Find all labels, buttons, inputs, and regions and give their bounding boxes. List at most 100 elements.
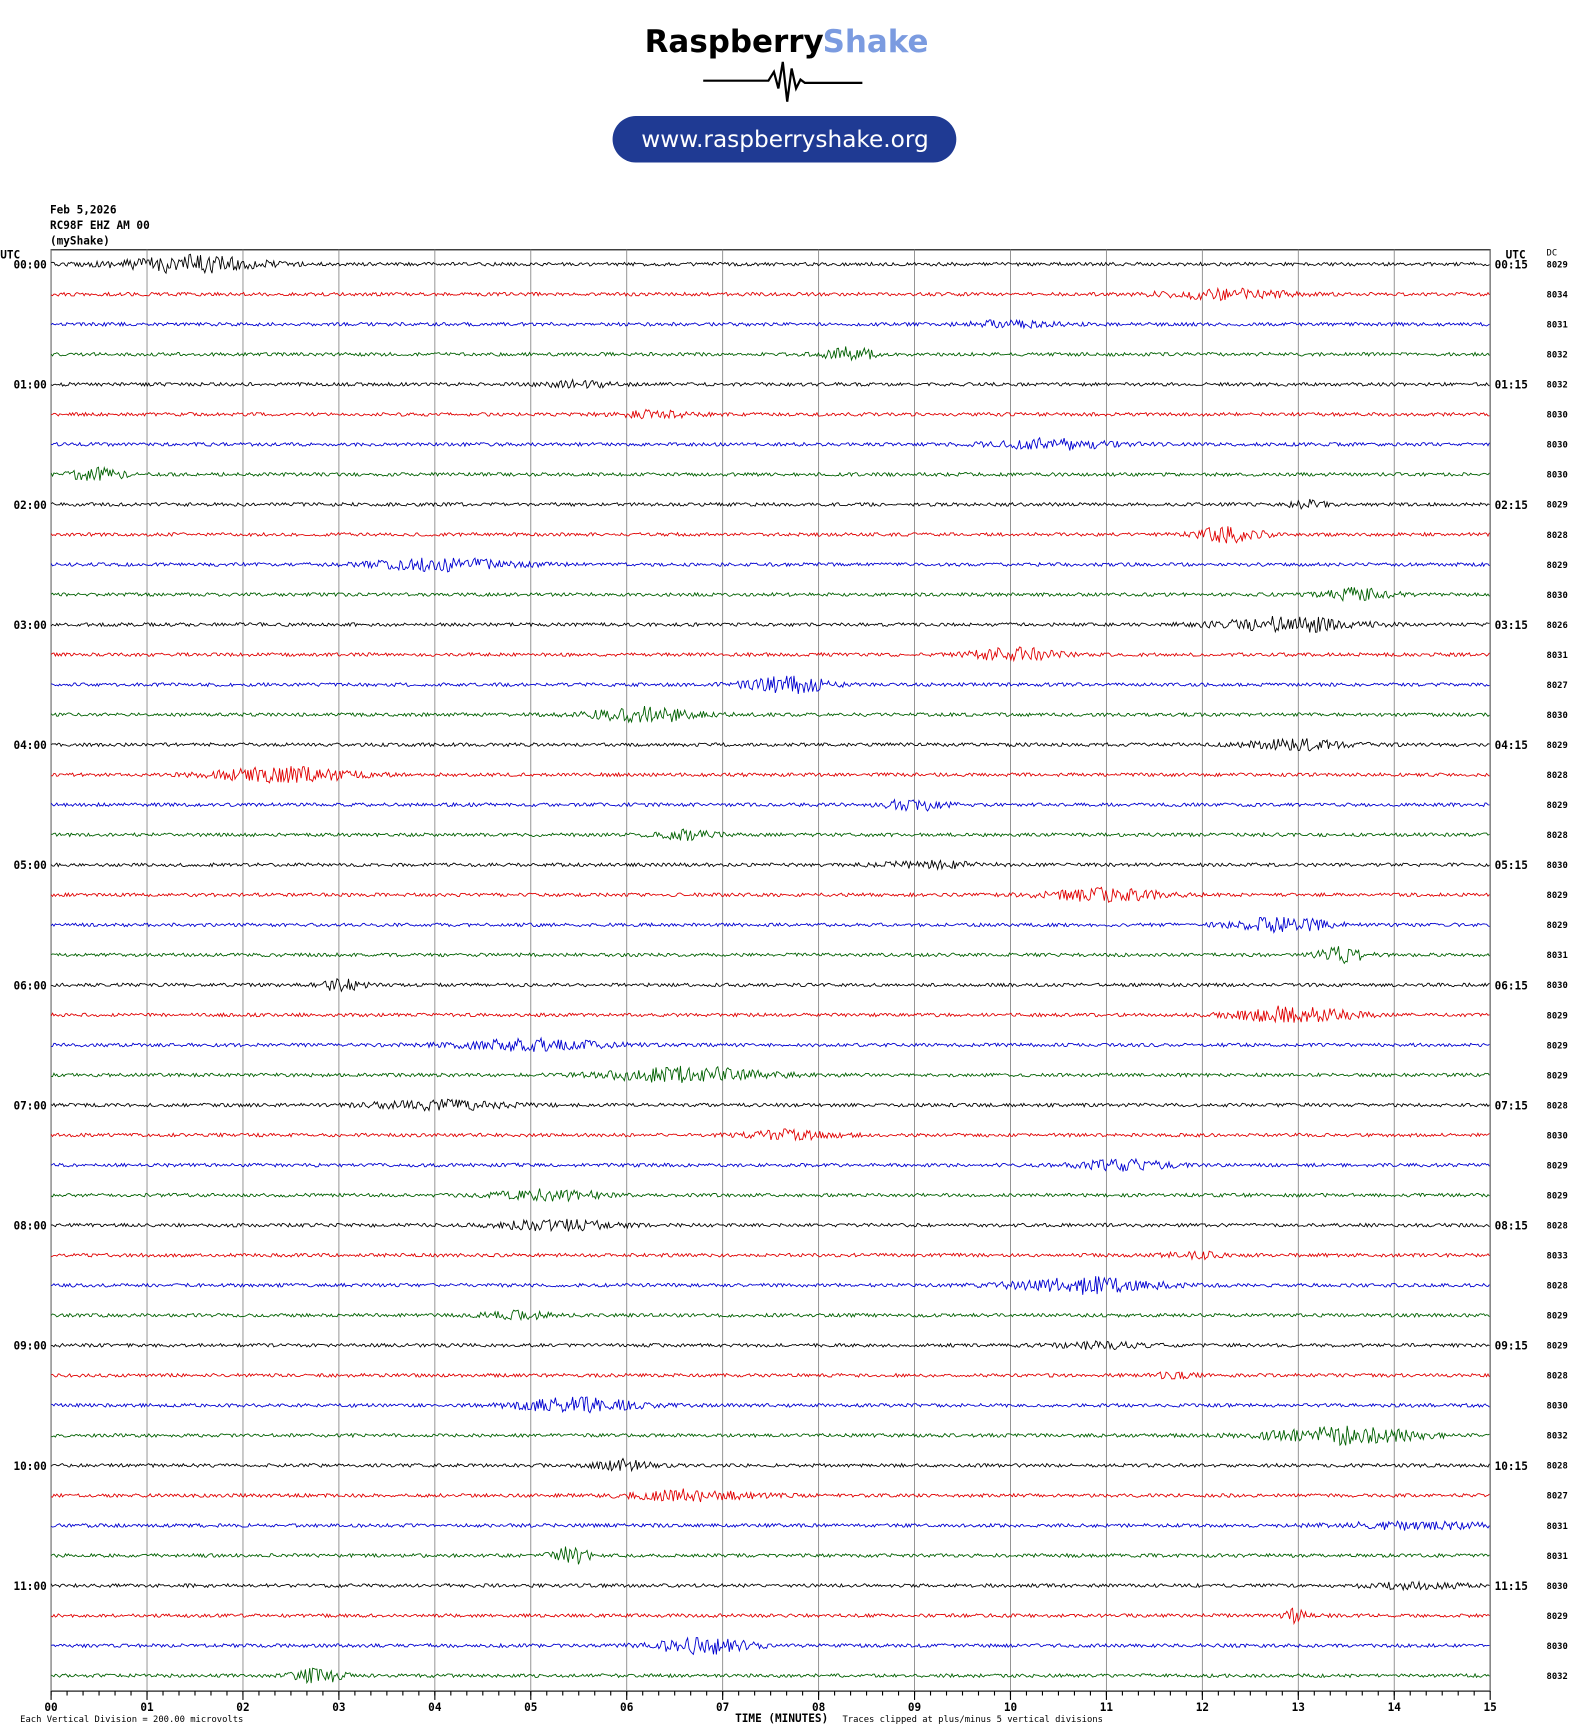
- trace: [51, 1636, 1490, 1656]
- dc-value: 8029: [1547, 1612, 1568, 1622]
- trace: [50, 916, 1490, 934]
- dc-value: 8028: [1547, 1282, 1568, 1292]
- hour-label-left: 10:00: [14, 1460, 47, 1473]
- trace: [50, 1188, 1490, 1203]
- trace: [50, 465, 1490, 481]
- dc-value: 8034: [1547, 291, 1568, 301]
- hour-label-right: 06:15: [1495, 979, 1528, 992]
- dc-value: 8028: [1547, 831, 1568, 841]
- trace: [51, 1036, 1490, 1052]
- x-tick-label: 12: [1196, 1701, 1209, 1714]
- dc-value: 8029: [1547, 260, 1568, 270]
- utc-left: UTC: [0, 249, 20, 262]
- trace: [50, 526, 1490, 544]
- dc-value: 8029: [1547, 1071, 1568, 1081]
- dc-label: DC: [1547, 248, 1558, 258]
- trace: [51, 828, 1490, 842]
- trace: [50, 318, 1490, 330]
- trace: [50, 557, 1490, 573]
- dc-value: 8028: [1547, 771, 1568, 781]
- hour-label-left: 02:00: [14, 499, 47, 512]
- hour-label-right: 01:15: [1495, 379, 1528, 392]
- clip-note: Traces clipped at plus/minus 5 vertical …: [842, 1715, 1102, 1725]
- trace: [50, 587, 1490, 602]
- dc-value: 8032: [1547, 351, 1568, 361]
- trace: [50, 498, 1490, 510]
- hour-label-left: 06:00: [14, 979, 47, 992]
- trace: [50, 859, 1490, 871]
- dc-value: 8028: [1547, 1101, 1568, 1111]
- trace: [51, 1425, 1490, 1447]
- trace: [50, 408, 1490, 420]
- x-tick-label: 05: [524, 1701, 537, 1714]
- dc-value: 8032: [1547, 381, 1568, 391]
- dc-value: 8030: [1547, 861, 1568, 871]
- trace: [50, 1309, 1490, 1322]
- dc-value: 8028: [1547, 1462, 1568, 1472]
- trace: [51, 1340, 1490, 1350]
- trace: [50, 1250, 1490, 1261]
- dc-value: 8033: [1547, 1252, 1568, 1262]
- x-tick-label: 01: [140, 1701, 154, 1714]
- trace: [50, 1396, 1490, 1414]
- trace: [50, 886, 1490, 904]
- hour-label-right: 00:15: [1495, 259, 1528, 272]
- trace: [50, 798, 1490, 812]
- hour-label-left: 04:00: [14, 739, 47, 752]
- trace: [50, 286, 1490, 302]
- dc-value: 8029: [1547, 1161, 1568, 1171]
- trace: [50, 1157, 1490, 1172]
- dc-value: 8030: [1547, 1402, 1568, 1412]
- brand: Shake: [823, 24, 929, 60]
- dc-value: 8030: [1547, 1582, 1568, 1592]
- x-tick-label: 00: [44, 1701, 57, 1714]
- dc-value: 8030: [1547, 591, 1568, 601]
- dc-value: 8030: [1547, 1642, 1568, 1652]
- trace: [50, 1457, 1490, 1473]
- trace: [50, 946, 1490, 965]
- trace: [50, 378, 1490, 390]
- trace: [50, 1276, 1490, 1295]
- hour-label-right: 02:15: [1495, 499, 1528, 512]
- x-tick-label: 11: [1100, 1701, 1114, 1714]
- url: www.raspberryshake.org: [641, 126, 929, 153]
- hour-label-right: 03:15: [1495, 619, 1528, 632]
- trace: [51, 253, 1490, 275]
- dc-value: 8031: [1547, 651, 1568, 661]
- dc-value: 8029: [1547, 1312, 1568, 1322]
- trace: [50, 977, 1490, 993]
- dc-value: 8029: [1547, 891, 1568, 901]
- dc-value: 8031: [1547, 1522, 1568, 1532]
- dc-value: 8029: [1547, 1342, 1568, 1352]
- hour-label-left: 00:00: [14, 259, 47, 272]
- dc-value: 8030: [1547, 441, 1568, 451]
- hour-label-left: 07:00: [14, 1099, 47, 1112]
- dc-value: 8029: [1547, 741, 1568, 751]
- hour-label-left: 05:00: [14, 859, 47, 872]
- trace: [50, 346, 1490, 362]
- trace: [50, 1520, 1490, 1531]
- trace: [50, 616, 1490, 634]
- trace: [51, 765, 1490, 784]
- dc-value: 8031: [1547, 1552, 1568, 1562]
- hour-label-left: 09:00: [14, 1340, 47, 1353]
- dc-value: 8030: [1547, 411, 1568, 421]
- hour-label-right: 04:15: [1495, 739, 1528, 752]
- hour-label-right: 09:15: [1495, 1340, 1528, 1353]
- x-tick-label: 13: [1292, 1701, 1305, 1714]
- station: RC98F EHZ AM 00: [50, 219, 150, 232]
- trace: [50, 1128, 1490, 1142]
- dc-value: 8028: [1547, 1372, 1568, 1382]
- x-label: TIME (MINUTES): [735, 1712, 828, 1725]
- trace: [50, 1607, 1490, 1626]
- trace: [50, 1488, 1490, 1503]
- hour-label-right: 08:15: [1495, 1220, 1528, 1233]
- trace: [50, 705, 1490, 724]
- dc-value: 8027: [1547, 1492, 1568, 1502]
- date: Feb 5,2026: [50, 203, 117, 216]
- dc-value: 8026: [1547, 621, 1568, 631]
- hour-label-right: 11:15: [1495, 1580, 1528, 1593]
- x-tick-label: 08: [812, 1701, 825, 1714]
- trace: [51, 436, 1490, 451]
